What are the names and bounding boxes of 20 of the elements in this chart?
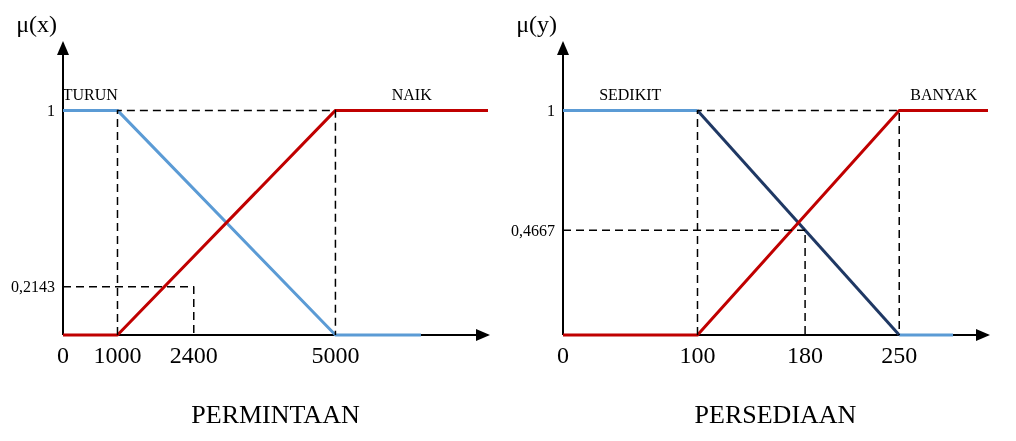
x-axis-title: PERMINTAAN: [191, 400, 360, 429]
x-tick-label: 2400: [169, 342, 218, 368]
x-tick-label: 0: [557, 342, 569, 368]
x-tick-label: 5000: [311, 342, 360, 368]
y-tick-label: 0,4667: [511, 221, 555, 239]
y-axis-title: μ(x): [16, 11, 57, 37]
x-tick-label: 100: [679, 342, 716, 368]
x-tick-label: 0: [57, 342, 69, 368]
series-label: SEDIKIT: [599, 86, 662, 104]
x-tick-label: 250: [881, 342, 918, 368]
x-tick-label: 1000: [93, 342, 142, 368]
y-tick-label: 1: [547, 101, 555, 119]
y-tick-label: 0,2143: [11, 278, 55, 296]
x-axis-title: PERSEDIAAN: [694, 400, 857, 429]
series-label: BANYAK: [910, 86, 978, 104]
y-tick-label: 1: [47, 101, 55, 119]
x-tick-label: 180: [787, 342, 824, 368]
y-axis-title: μ(y): [516, 11, 557, 37]
series-label: TURUN: [62, 86, 119, 104]
series-label: NAIK: [391, 86, 433, 104]
